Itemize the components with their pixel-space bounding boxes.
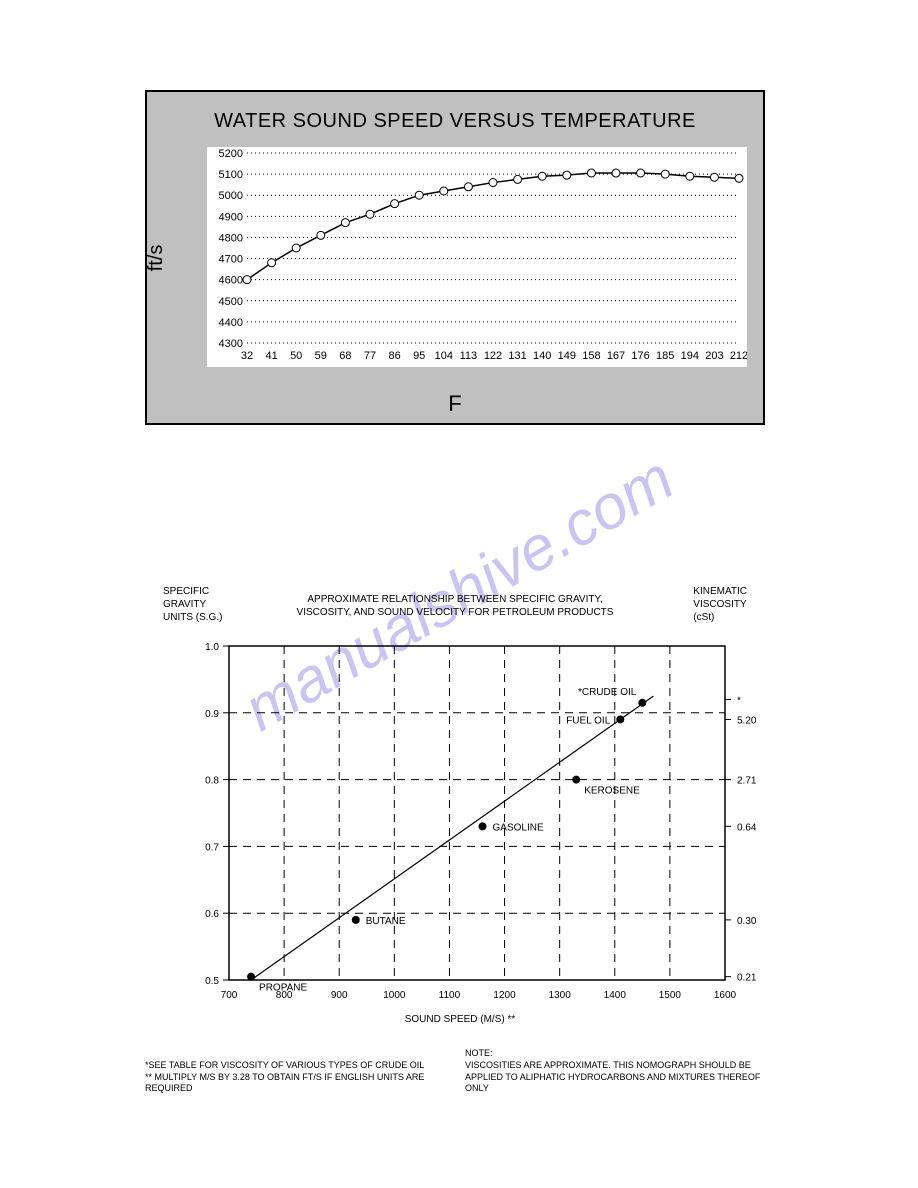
svg-text:185: 185 bbox=[656, 350, 674, 362]
svg-text:0.8: 0.8 bbox=[205, 776, 219, 787]
svg-text:176: 176 bbox=[631, 350, 649, 362]
svg-text:700: 700 bbox=[221, 990, 238, 1001]
svg-text:4700: 4700 bbox=[219, 254, 243, 266]
svg-text:4600: 4600 bbox=[219, 275, 243, 287]
svg-text:95: 95 bbox=[413, 350, 425, 362]
svg-text:BUTANE: BUTANE bbox=[366, 916, 406, 927]
svg-text:77: 77 bbox=[364, 350, 376, 362]
svg-text:FUEL OIL: FUEL OIL bbox=[566, 715, 611, 726]
svg-text:167: 167 bbox=[607, 350, 625, 362]
svg-text:158: 158 bbox=[582, 350, 600, 362]
svg-text:5.20: 5.20 bbox=[737, 715, 757, 726]
svg-text:86: 86 bbox=[388, 350, 400, 362]
svg-text:4300: 4300 bbox=[219, 338, 243, 350]
svg-text:1600: 1600 bbox=[714, 990, 737, 1001]
svg-text:5200: 5200 bbox=[219, 148, 243, 160]
svg-text:0.5: 0.5 bbox=[205, 976, 219, 987]
svg-text:1500: 1500 bbox=[659, 990, 682, 1001]
chart2-plot-area: 70080090010001100120013001400150016000.5… bbox=[195, 640, 725, 980]
svg-text:4900: 4900 bbox=[219, 211, 243, 223]
svg-text:2.71: 2.71 bbox=[737, 776, 757, 787]
svg-text:0.30: 0.30 bbox=[737, 916, 757, 927]
svg-text:*CRUDE OIL: *CRUDE OIL bbox=[578, 687, 637, 698]
chart1-plot-area: 4300 4400 4500 4600 4700 4800 4900 5000 5100 5200… bbox=[207, 147, 747, 367]
chart2-title: APPROXIMATE RELATIONSHIP BETWEEN SPECIFI… bbox=[285, 593, 625, 619]
chart2-ylabel-left: SPECIFICGRAVITYUNITS (S.G.) bbox=[163, 585, 222, 624]
chart1-svg: 4300 4400 4500 4600 4700 4800 4900 5000 5100 5200… bbox=[207, 147, 747, 367]
svg-text:1000: 1000 bbox=[383, 990, 406, 1001]
svg-text:41: 41 bbox=[265, 350, 277, 362]
svg-text:KEROSENE: KEROSENE bbox=[584, 786, 640, 797]
svg-text:140: 140 bbox=[533, 350, 551, 362]
svg-text:59: 59 bbox=[315, 350, 327, 362]
svg-text:131: 131 bbox=[508, 350, 526, 362]
svg-text:1300: 1300 bbox=[549, 990, 572, 1001]
chart2-footnote-right: NOTE:VISCOSITIES ARE APPROXIMATE. THIS N… bbox=[465, 1048, 765, 1095]
svg-text:1200: 1200 bbox=[493, 990, 516, 1001]
svg-text:122: 122 bbox=[484, 350, 502, 362]
chart1-xlabel: F bbox=[147, 391, 763, 417]
svg-text:1100: 1100 bbox=[439, 990, 461, 1001]
svg-text:212: 212 bbox=[730, 350, 747, 362]
svg-text:4400: 4400 bbox=[219, 317, 243, 329]
svg-text:4800: 4800 bbox=[219, 232, 243, 244]
petroleum-chart: SPECIFICGRAVITYUNITS (S.G.) APPROXIMATE … bbox=[145, 585, 775, 1095]
chart2-footnote-left: *SEE TABLE FOR VISCOSITY OF VARIOUS TYPE… bbox=[145, 1060, 445, 1095]
svg-text:GASOLINE: GASOLINE bbox=[493, 822, 544, 833]
svg-text:*: * bbox=[737, 695, 741, 706]
svg-text:0.6: 0.6 bbox=[205, 909, 219, 920]
svg-text:113: 113 bbox=[460, 350, 478, 362]
svg-text:0.21: 0.21 bbox=[737, 973, 757, 984]
water-sound-speed-chart: WATER SOUND SPEED VERSUS TEMPERATURE ft/… bbox=[145, 90, 765, 425]
svg-text:PROPANE: PROPANE bbox=[259, 983, 307, 994]
svg-text:1.0: 1.0 bbox=[205, 642, 219, 653]
svg-text:4500: 4500 bbox=[219, 296, 243, 308]
svg-text:1400: 1400 bbox=[604, 990, 627, 1001]
chart1-title: WATER SOUND SPEED VERSUS TEMPERATURE bbox=[147, 110, 763, 133]
chart2-svg: 70080090010001100120013001400150016000.5… bbox=[195, 640, 775, 1010]
svg-text:68: 68 bbox=[339, 350, 351, 362]
svg-text:50: 50 bbox=[290, 350, 302, 362]
chart2-ylabel-right: KINEMATICVISCOSITY(cSt) bbox=[693, 585, 747, 624]
svg-text:0.9: 0.9 bbox=[205, 709, 219, 720]
chart2-xlabel: SOUND SPEED (M/S) ** bbox=[145, 1014, 775, 1025]
svg-text:0.64: 0.64 bbox=[737, 822, 757, 833]
svg-text:32: 32 bbox=[241, 350, 253, 362]
svg-text:203: 203 bbox=[705, 350, 723, 362]
svg-text:900: 900 bbox=[331, 990, 348, 1001]
svg-text:0.7: 0.7 bbox=[205, 842, 219, 853]
chart1-ylabel: ft/s bbox=[145, 244, 168, 271]
svg-text:5100: 5100 bbox=[219, 169, 243, 181]
svg-text:104: 104 bbox=[435, 350, 453, 362]
svg-text:149: 149 bbox=[558, 350, 576, 362]
svg-text:5000: 5000 bbox=[219, 190, 243, 202]
svg-text:194: 194 bbox=[681, 350, 699, 362]
